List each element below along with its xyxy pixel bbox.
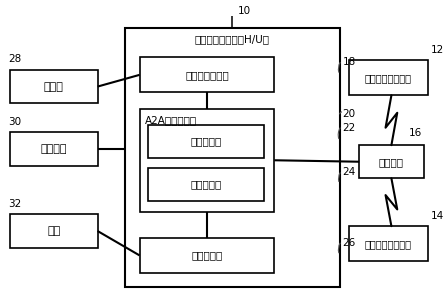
Text: 14: 14	[431, 211, 443, 221]
Text: 第二智能体服务器: 第二智能体服务器	[365, 239, 412, 249]
Text: 智能体协作装置（H/U）: 智能体协作装置（H/U）	[195, 34, 270, 44]
Text: 第一智能体: 第一智能体	[190, 136, 222, 146]
Bar	[148, 125, 264, 158]
Text: 24: 24	[342, 167, 356, 178]
Bar	[350, 60, 427, 95]
Bar	[10, 214, 97, 248]
Bar	[359, 145, 424, 178]
Bar	[140, 109, 274, 212]
Text: 22: 22	[342, 123, 356, 132]
Text: 第一智能体服务器: 第一智能体服务器	[365, 73, 412, 83]
Text: 20: 20	[342, 109, 356, 119]
Text: 12: 12	[431, 45, 443, 55]
Text: 通信装置: 通信装置	[379, 157, 404, 167]
Text: 话筒: 话筒	[47, 226, 60, 236]
Text: 第二智能体: 第二智能体	[190, 179, 222, 189]
Bar	[350, 226, 427, 261]
Text: A2A协作控制部: A2A协作控制部	[144, 115, 197, 125]
Text: 声音输出控制部: 声音输出控制部	[185, 70, 229, 80]
Text: 扬声器: 扬声器	[44, 82, 64, 92]
Text: 触摸面板: 触摸面板	[40, 144, 67, 154]
Text: 30: 30	[8, 117, 21, 127]
Text: 26: 26	[342, 238, 356, 248]
Text: 语音检测部: 语音检测部	[191, 250, 222, 260]
Text: 18: 18	[342, 57, 356, 67]
Bar	[10, 132, 97, 166]
Bar	[140, 57, 274, 92]
Text: 16: 16	[408, 129, 422, 138]
Bar	[148, 168, 264, 201]
Bar	[140, 238, 274, 273]
Text: 10: 10	[237, 6, 251, 17]
Text: 28: 28	[8, 54, 21, 64]
Bar	[10, 70, 97, 103]
Text: 32: 32	[8, 199, 21, 209]
Bar	[125, 28, 340, 287]
